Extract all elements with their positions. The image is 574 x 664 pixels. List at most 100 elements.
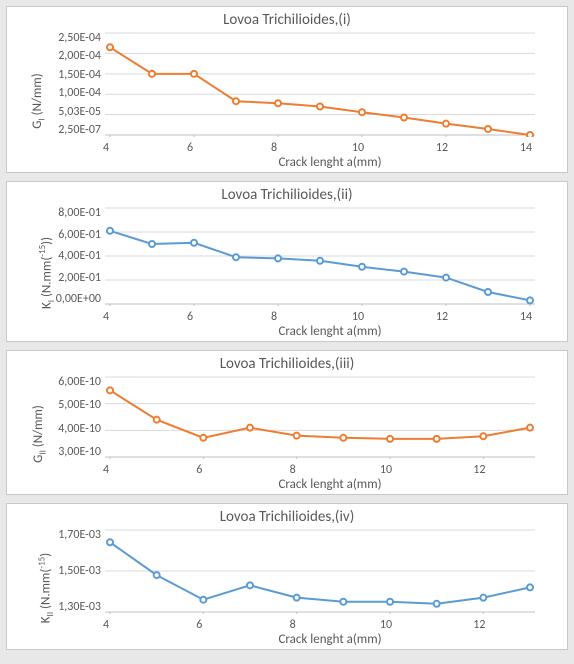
y-axis-label: KI (N.mm(-15))	[37, 236, 57, 308]
x-axis-ticks: 4 6 8 10 12	[101, 618, 531, 632]
y-tick-label: 8,00E-01	[58, 206, 101, 220]
x-axis-ticks: 4681012	[101, 463, 531, 477]
plot-row: 6,00E-10 5,00E-10 4,00E-10 3,00E-10	[15, 375, 559, 463]
chart-body: KI (N.mm(-15))8,00E-016,00E-014,00E-012,…	[15, 206, 559, 339]
plot-area	[105, 528, 559, 618]
data-point-marker	[340, 599, 346, 605]
data-point-marker	[107, 539, 113, 545]
data-point-marker	[233, 98, 239, 104]
data-point-marker	[359, 109, 365, 115]
y-tick-label: 1,00E-04	[58, 86, 101, 100]
x-axis-label: Crack lenght a(mm)	[101, 632, 559, 647]
chart-svg	[105, 31, 535, 137]
chart-svg	[105, 206, 535, 306]
y-axis-label: GII (N/mm)	[31, 405, 49, 463]
data-point-marker	[527, 297, 533, 303]
data-point-marker	[317, 258, 323, 264]
data-point-marker	[200, 597, 206, 603]
data-point-marker	[480, 595, 486, 601]
plot-row: 2,50E-042,00E-041,50E-041,00E-045,03E-05…	[15, 31, 559, 141]
data-point-marker	[359, 264, 365, 270]
data-point-marker	[401, 269, 407, 275]
chart-title: Lovoa Trichilioides,(iii)	[15, 355, 559, 373]
data-point-marker	[317, 104, 323, 110]
x-tick-label: 8	[271, 141, 277, 155]
data-point-marker	[527, 425, 533, 431]
x-tick-label: 4	[103, 141, 109, 155]
y-axis-label: GI (N/mm)	[30, 73, 48, 129]
data-point-marker	[107, 387, 113, 393]
chart-panel-1: Lovoa Trichilioides,(i)GI (N/mm)2,50E-04…	[6, 6, 568, 173]
x-tick-label: 10	[352, 310, 364, 324]
x-axis-label: Crack lenght a(mm)	[101, 155, 559, 170]
data-point-marker	[294, 433, 300, 439]
data-point-marker	[149, 71, 155, 77]
y-tick-label: 4,00E-01	[58, 249, 101, 263]
chart-panel-4: Lovoa Trichilioides,(iv)KII (N.mm(-15)1,…	[6, 503, 568, 650]
x-tick-label: 12	[473, 463, 485, 477]
y-tick-label: 5,03E-05	[58, 105, 101, 119]
y-tick-label: 5,00E-10	[58, 398, 101, 412]
chart-title: Lovoa Trichilioides,(i)	[15, 11, 559, 29]
data-point-marker	[387, 436, 393, 442]
data-point-marker	[387, 599, 393, 605]
plot-area	[105, 31, 559, 141]
chart-svg	[105, 375, 535, 459]
chart-body: KII (N.mm(-15)1,70E-031,50E-031,30E-0346…	[15, 528, 559, 647]
data-point-marker	[401, 115, 407, 121]
data-point-marker	[191, 240, 197, 246]
data-series-line	[110, 47, 530, 135]
chart-title: Lovoa Trichilioides,(ii)	[15, 186, 559, 204]
data-series-line	[110, 542, 530, 604]
data-point-marker	[191, 71, 197, 77]
data-point-marker	[443, 121, 449, 127]
y-tick-label: 6,00E-10	[58, 375, 101, 389]
y-tick-label: 0,00E+00	[56, 292, 101, 306]
chart-body: GI (N/mm)2,50E-042,00E-041,50E-041,00E-0…	[15, 31, 559, 170]
y-tick-label: 3,00E-10	[58, 445, 101, 459]
x-tick-label: 6	[187, 310, 193, 324]
y-tick-label: 4,00E-10	[58, 422, 101, 436]
chart-panel-2: Lovoa Trichilioides,(ii) KI (N.mm(-15)) 8,…	[6, 181, 568, 342]
chart-svg	[105, 528, 535, 614]
x-tick-label: 4	[103, 618, 109, 632]
x-tick-label: 8	[271, 310, 277, 324]
plot-area	[105, 206, 559, 310]
data-point-marker	[527, 132, 533, 137]
y-tick-label: 1,50E-04	[58, 68, 101, 82]
data-point-marker	[200, 435, 206, 441]
data-point-marker	[275, 100, 281, 106]
data-point-marker	[247, 582, 253, 588]
x-axis-label: Crack lenght a(mm)	[101, 477, 559, 492]
data-series-line	[110, 231, 530, 301]
data-point-marker	[340, 435, 346, 441]
y-tick-label: 2,00E-01	[58, 271, 101, 285]
x-tick-label: 6	[196, 463, 202, 477]
y-tick-label: 2,50E-07	[58, 123, 101, 137]
x-axis-ticks: 468101214	[101, 310, 531, 324]
x-tick-label: 6	[196, 618, 202, 632]
chart-body: GII (N/mm) 6,00E-10 5,00E-10 4,00E-10 3,00E-…	[15, 375, 559, 492]
x-tick-label: 4	[103, 310, 109, 324]
x-tick-label: 12	[473, 618, 485, 632]
y-tick-label: 2,00E-04	[58, 49, 101, 63]
x-tick-label: 14	[520, 141, 532, 155]
x-tick-label: 8	[290, 618, 296, 632]
data-series-line	[110, 390, 530, 439]
data-point-marker	[527, 584, 533, 590]
y-tick-label: 1,70E-03	[58, 528, 101, 542]
x-axis-ticks: 468101214	[101, 141, 531, 155]
data-point-marker	[107, 44, 113, 50]
x-axis-label: Crack lenght a(mm)	[101, 324, 559, 339]
x-tick-label: 14	[520, 310, 532, 324]
x-tick-label: 4	[103, 463, 109, 477]
x-tick-label: 8	[290, 463, 296, 477]
y-tick-label: 1,50E-03	[58, 564, 101, 578]
data-point-marker	[149, 241, 155, 247]
data-point-marker	[275, 255, 281, 261]
data-point-marker	[154, 417, 160, 423]
x-tick-label: 10	[380, 618, 392, 632]
data-point-marker	[247, 425, 253, 431]
x-tick-label: 10	[352, 141, 364, 155]
data-point-marker	[294, 595, 300, 601]
